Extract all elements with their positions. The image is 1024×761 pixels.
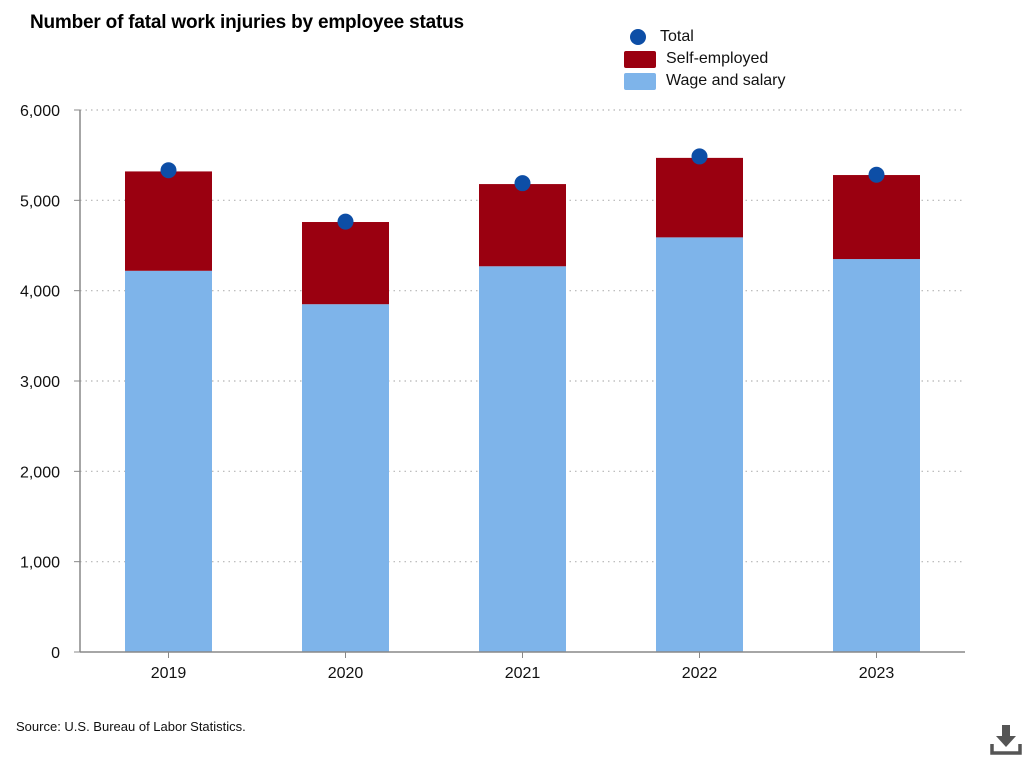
y-tick-label: 0: [51, 645, 60, 662]
legend-label-self-employed: Self-employed: [666, 50, 769, 67]
bar-wage-and-salary: [656, 237, 743, 652]
download-button[interactable]: [989, 722, 1023, 756]
bar-wage-and-salary: [833, 259, 920, 652]
bar-wage-and-salary: [125, 270, 212, 652]
download-icon: [990, 725, 1022, 755]
legend-swatch-total: [630, 29, 646, 45]
y-tick-label: 2,000: [20, 464, 60, 481]
bar-self-employed: [656, 157, 743, 238]
bar-self-employed: [833, 175, 920, 260]
chart-title: Number of fatal work injuries by employe…: [30, 12, 464, 33]
bar-wage-and-salary: [302, 304, 389, 652]
bar-self-employed: [479, 184, 566, 267]
x-tick-label: 2019: [151, 665, 187, 682]
bar-self-employed: [125, 171, 212, 271]
legend-item-total[interactable]: Total: [624, 26, 785, 48]
y-tick-label: 6,000: [20, 103, 60, 120]
y-tick-label: 4,000: [20, 284, 60, 301]
point-total: [160, 162, 177, 179]
x-tick-label: 2021: [505, 665, 541, 682]
source-note: Source: U.S. Bureau of Labor Statistics.: [16, 719, 246, 734]
bar-self-employed: [302, 222, 389, 305]
legend-swatch-self-employed: [624, 50, 656, 68]
point-total: [514, 175, 531, 192]
y-tick-label: 1,000: [20, 555, 60, 572]
legend-label-total: Total: [660, 28, 694, 45]
point-total: [691, 148, 708, 165]
legend-swatch-wage-and-salary: [624, 72, 656, 90]
y-tick-label: 3,000: [20, 374, 60, 391]
bar-wage-and-salary: [479, 266, 566, 652]
point-total: [868, 166, 885, 183]
x-tick-label: 2023: [859, 665, 895, 682]
chart-legend: Total Self-employed Wage and salary: [624, 26, 785, 92]
point-total: [337, 213, 354, 230]
legend-item-self-employed[interactable]: Self-employed: [624, 48, 785, 70]
x-tick-label: 2022: [682, 665, 718, 682]
x-tick-label: 2020: [328, 665, 364, 682]
legend-label-wage-and-salary: Wage and salary: [666, 72, 786, 89]
y-tick-label: 5,000: [20, 193, 60, 210]
legend-item-wage-and-salary[interactable]: Wage and salary: [624, 70, 785, 92]
